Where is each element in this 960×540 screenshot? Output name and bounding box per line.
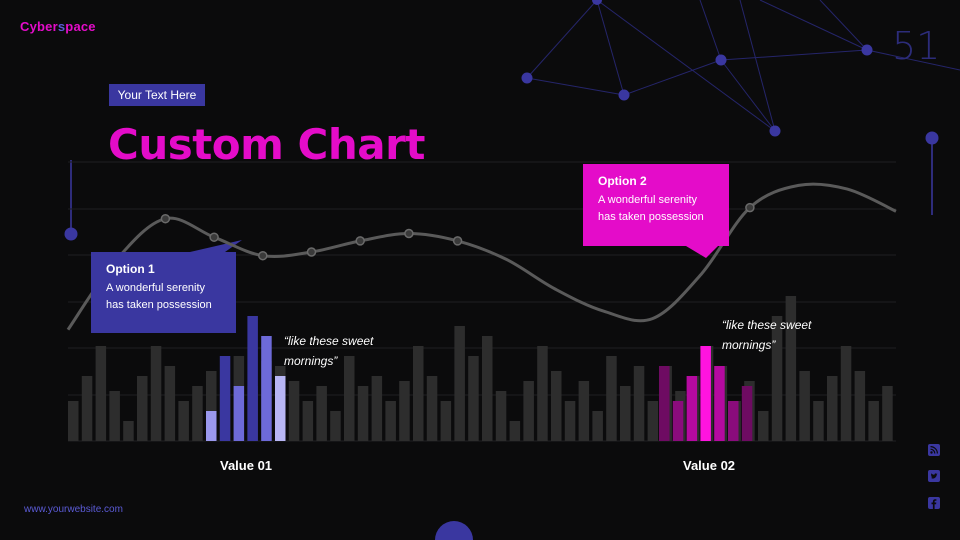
- facebook-icon[interactable]: [928, 497, 940, 509]
- bar: [95, 346, 107, 441]
- highlight-bar: [700, 346, 711, 441]
- highlight-bar: [275, 376, 286, 441]
- highlight-bar: [206, 411, 217, 441]
- highlight-bar: [261, 336, 272, 441]
- bar: [799, 371, 810, 441]
- bar: [426, 376, 438, 441]
- bar: [440, 401, 452, 441]
- highlight-bar: [247, 316, 258, 441]
- bar: [344, 356, 355, 441]
- value-label-2: Value 02: [683, 458, 736, 473]
- bar: [454, 326, 465, 441]
- callout-option-2: Option 2 A wonderful serenity has taken …: [583, 164, 729, 246]
- bar: [206, 371, 217, 441]
- quote-line: “like these sweet: [284, 334, 374, 348]
- subtitle-tag: Your Text Here: [109, 84, 205, 106]
- highlight-bar: [233, 386, 245, 441]
- value-label-1: Value 01: [220, 458, 273, 473]
- bar: [109, 391, 120, 441]
- curve-point: [160, 213, 171, 224]
- highlight-bar: [714, 366, 725, 441]
- highlight-bar: [659, 366, 670, 441]
- curve-point: [452, 236, 463, 246]
- bar: [123, 421, 134, 441]
- bar: [371, 376, 383, 441]
- bar: [647, 401, 659, 441]
- highlight-bar: [672, 401, 684, 441]
- callout-text: A wonderful serenity has taken possessio…: [598, 194, 704, 223]
- bar: [164, 366, 176, 441]
- curve-point: [745, 202, 755, 213]
- bar: [523, 381, 534, 441]
- bar: [399, 381, 410, 441]
- curve-point: [355, 236, 365, 246]
- highlight-bar: [741, 386, 753, 441]
- highlight-bar: [219, 356, 231, 441]
- bar: [771, 316, 783, 441]
- callout-title: Option 2: [598, 174, 647, 188]
- bar: [178, 401, 189, 441]
- page-title: Custom Chart: [108, 120, 425, 169]
- bar: [868, 401, 879, 441]
- bar: [192, 386, 203, 441]
- bar: [592, 411, 603, 441]
- bar: [620, 386, 631, 441]
- bar: [840, 346, 852, 441]
- website-link[interactable]: www.yourwebsite.com: [24, 504, 123, 515]
- brand-main: Cyber: [20, 19, 58, 34]
- bar-series: [68, 296, 893, 441]
- bar: [316, 386, 327, 441]
- curve-point: [306, 247, 317, 257]
- rss-icon[interactable]: [928, 444, 940, 456]
- bar: [633, 366, 645, 441]
- bar: [606, 356, 617, 441]
- bar: [564, 401, 576, 441]
- bar: [413, 346, 424, 441]
- twitter-icon[interactable]: [928, 470, 940, 482]
- brand-logo: Cyberspace: [20, 19, 96, 34]
- highlight-bar: [728, 401, 739, 441]
- quote-line: mornings”: [722, 338, 776, 352]
- bar: [468, 356, 479, 441]
- quote-line: mornings”: [284, 354, 338, 368]
- bar: [578, 381, 590, 441]
- callout-text: A wonderful serenity has taken possessio…: [106, 282, 212, 311]
- page-number: 51: [892, 24, 941, 68]
- callout-option-1: Option 1 A wonderful serenity has taken …: [91, 252, 236, 333]
- bar: [330, 411, 341, 441]
- curve-point: [209, 232, 219, 242]
- bar: [882, 386, 893, 441]
- bar: [551, 371, 562, 441]
- brand-accent: s: [57, 19, 66, 34]
- curve-point: [258, 250, 268, 261]
- bar: [357, 386, 369, 441]
- curve-point: [404, 228, 414, 239]
- bar: [81, 376, 93, 441]
- quote-line: “like these sweet: [722, 318, 812, 332]
- quote-1: “like these sweet mornings”: [284, 331, 373, 371]
- bar: [288, 381, 300, 441]
- callout-title: Option 1: [106, 262, 155, 276]
- brand-tail: pace: [65, 19, 96, 34]
- bar: [758, 411, 769, 441]
- bar: [150, 346, 162, 441]
- bar: [854, 371, 866, 441]
- bar: [509, 421, 521, 441]
- bar: [385, 401, 396, 441]
- bar: [302, 401, 314, 441]
- bar: [137, 376, 148, 441]
- quote-2: “like these sweet mornings”: [722, 315, 811, 355]
- bar: [495, 391, 507, 441]
- bar: [827, 376, 838, 441]
- bar: [537, 346, 548, 441]
- bar: [785, 296, 797, 441]
- curve-series: [66, 182, 897, 331]
- bar: [813, 401, 824, 441]
- bar: [68, 401, 79, 441]
- bar: [482, 336, 493, 441]
- highlight-bar: [686, 376, 698, 441]
